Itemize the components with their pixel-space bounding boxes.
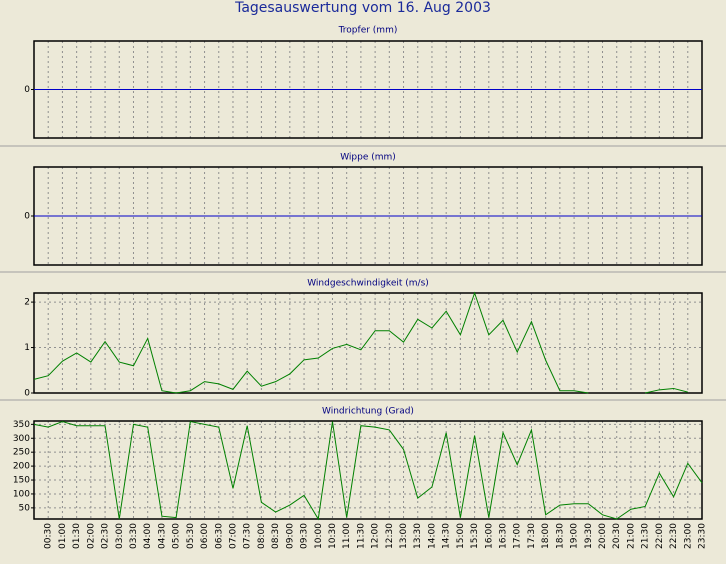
x-tick-label: 01:30 xyxy=(72,523,82,549)
x-tick-label: 11:30 xyxy=(356,523,366,549)
x-tick-label: 12:00 xyxy=(371,523,381,549)
y-tick-label: 100 xyxy=(13,489,30,499)
y-tick-label: 1 xyxy=(24,343,30,353)
x-tick-label: 18:00 xyxy=(541,523,551,549)
x-tick-label: 22:30 xyxy=(669,523,679,549)
y-tick-label: 50 xyxy=(19,503,31,513)
x-tick-label: 21:30 xyxy=(641,523,651,549)
x-tick-label: 23:30 xyxy=(698,523,708,549)
x-tick-label: 04:00 xyxy=(143,523,153,549)
x-tick-label: 07:00 xyxy=(228,523,238,549)
x-tick-label: 07:30 xyxy=(243,523,253,549)
y-tick-label: 2 xyxy=(24,298,30,308)
x-tick-label: 06:00 xyxy=(200,523,210,549)
x-tick-label: 20:00 xyxy=(598,523,608,549)
data-line xyxy=(33,291,688,394)
y-tick-label: 0 xyxy=(24,212,30,222)
x-tick-label: 19:30 xyxy=(584,523,594,549)
x-tick-label: 13:00 xyxy=(399,523,409,549)
x-tick-label: 11:00 xyxy=(342,523,352,549)
y-tick-label: 250 xyxy=(13,448,30,458)
x-tick-label: 10:30 xyxy=(328,523,338,549)
y-tick-label: 150 xyxy=(13,476,30,486)
x-tick-label: 12:30 xyxy=(385,523,395,549)
plot-frame xyxy=(33,420,703,520)
x-tick-label: 20:30 xyxy=(612,523,622,549)
x-tick-label: 08:00 xyxy=(257,523,267,549)
data-line xyxy=(33,420,703,521)
chart-title: Tagesauswertung vom 16. Aug 2003 xyxy=(234,0,491,16)
x-tick-label: 02:00 xyxy=(86,523,96,549)
x-tick-label: 15:00 xyxy=(456,523,466,549)
x-tick-label: 17:00 xyxy=(513,523,523,549)
x-tick-label: 05:30 xyxy=(186,523,196,549)
x-tick-label: 03:30 xyxy=(129,523,139,549)
x-tick-label: 16:00 xyxy=(484,523,494,549)
panel-title: Tropfer (mm) xyxy=(338,26,398,36)
x-tick-label: 06:30 xyxy=(214,523,224,549)
y-tick-label: 200 xyxy=(13,462,30,472)
x-tick-label: 18:30 xyxy=(555,523,565,549)
x-tick-label: 17:30 xyxy=(527,523,537,549)
x-tick-label: 23:00 xyxy=(683,523,693,549)
x-tick-label: 01:00 xyxy=(58,523,68,549)
y-tick-label: 350 xyxy=(13,420,30,430)
x-tick-label: 09:30 xyxy=(300,523,310,549)
x-tick-label: 13:30 xyxy=(413,523,423,549)
x-tick-label: 14:30 xyxy=(442,523,452,549)
x-tick-label: 10:00 xyxy=(314,523,324,549)
plot-frame xyxy=(33,292,703,394)
x-tick-label: 08:30 xyxy=(271,523,281,549)
x-tick-label: 02:30 xyxy=(101,523,111,549)
x-tick-label: 22:00 xyxy=(655,523,665,549)
panel-title: Windgeschwindigkeit (m/s) xyxy=(307,279,429,289)
panel-title: Wippe (mm) xyxy=(340,153,396,163)
x-tick-label: 05:00 xyxy=(172,523,182,549)
x-tick-label: 16:30 xyxy=(499,523,509,549)
x-tick-label: 09:00 xyxy=(285,523,295,549)
x-tick-label: 04:30 xyxy=(157,523,167,549)
y-tick-label: 300 xyxy=(13,434,30,444)
x-tick-label: 00:30 xyxy=(44,523,54,549)
x-tick-label: 03:00 xyxy=(115,523,125,549)
x-tick-label: 19:00 xyxy=(570,523,580,549)
panel-title: Windrichtung (Grad) xyxy=(322,407,414,417)
x-tick-label: 21:00 xyxy=(626,523,636,549)
x-tick-label: 14:00 xyxy=(427,523,437,549)
y-tick-label: 0 xyxy=(24,389,30,399)
y-tick-label: 0 xyxy=(24,85,30,95)
x-tick-label: 15:30 xyxy=(470,523,480,549)
